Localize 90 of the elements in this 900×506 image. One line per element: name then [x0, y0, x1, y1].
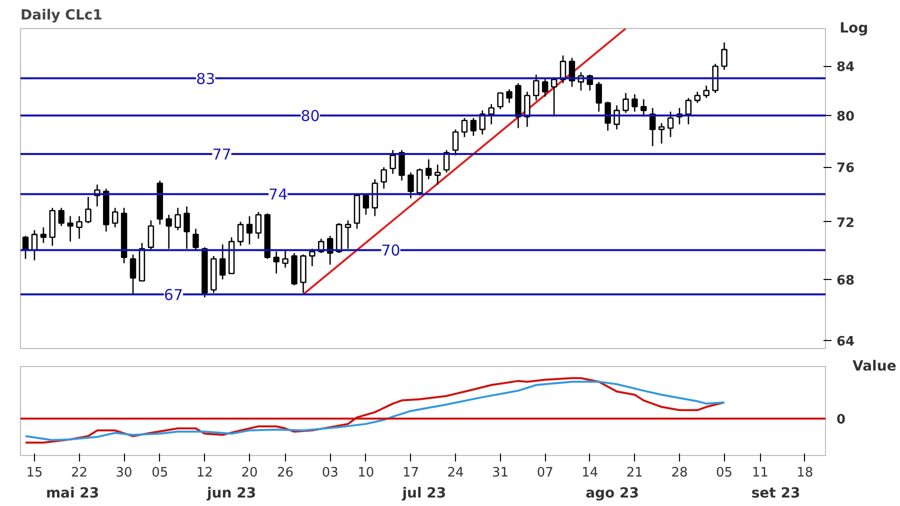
- y-tick-label: 64: [836, 334, 855, 350]
- candlestick: [470, 117, 477, 136]
- candlestick: [309, 248, 316, 267]
- x-tick-label: 31: [492, 466, 509, 480]
- candlestick: [426, 158, 432, 180]
- candlestick: [667, 111, 674, 138]
- y-tick-label: 84: [836, 60, 855, 76]
- candlestick: [524, 91, 530, 128]
- candlestick: [219, 244, 226, 280]
- y-axis-title: Log: [840, 20, 868, 36]
- text: set 23: [751, 486, 800, 502]
- x-tick-label: 07: [536, 466, 554, 480]
- y-tick-label: 80: [836, 109, 855, 124]
- candlestick: [362, 193, 370, 216]
- candlestick: [622, 92, 629, 114]
- candlestick: [130, 254, 136, 296]
- candlestick: [408, 172, 414, 199]
- x-tick-label: 03: [322, 466, 338, 480]
- x-tick-label: 17: [402, 466, 420, 480]
- candlestick: [344, 220, 352, 250]
- candlestick: [685, 97, 692, 125]
- x-tick-label: 21: [626, 466, 643, 480]
- candlestick: [148, 220, 154, 251]
- x-tick-label: 26: [277, 466, 294, 480]
- x-tick-label: 12: [196, 466, 213, 480]
- candlestick: [614, 104, 620, 130]
- candlestick: [596, 81, 602, 112]
- text: ago 23: [586, 486, 640, 502]
- candlestick: [246, 216, 253, 246]
- y-tick-label: 68: [836, 273, 855, 288]
- x-tick-label: 30: [116, 466, 132, 480]
- candlestick: [434, 164, 441, 186]
- x-tick-label: 24: [447, 466, 464, 480]
- candlestick: [390, 149, 396, 175]
- candlestick: [380, 166, 387, 190]
- candlestick: [184, 206, 190, 250]
- x-tick-label: 05: [716, 466, 733, 480]
- ref-line-label: 0: [836, 412, 846, 428]
- candlestick: [174, 207, 181, 231]
- y-tick-label: 72: [836, 216, 855, 231]
- ref-line-label: 74: [268, 186, 288, 204]
- y-tick-label: 76: [836, 161, 855, 176]
- candlestick: [398, 149, 405, 182]
- x-tick-label: 18: [796, 466, 814, 480]
- x-tick-label: 22: [70, 466, 88, 480]
- ref-line-label: 83: [196, 70, 216, 88]
- x-tick-label: 10: [358, 466, 374, 480]
- candlestick: [112, 207, 118, 228]
- ref-line-label: 80: [300, 106, 320, 125]
- candlestick: [488, 104, 494, 125]
- candlestick: [85, 196, 92, 224]
- ref-line-label: 70: [381, 242, 400, 260]
- y-axis-title: Value: [852, 358, 896, 374]
- text: jul 23: [401, 486, 446, 502]
- x-tick-label: 20: [241, 466, 258, 480]
- candlestick: [192, 228, 199, 251]
- x-tick-label: 05: [152, 466, 168, 480]
- candlestick: [542, 78, 548, 98]
- x-tick-label: 28: [671, 466, 688, 480]
- ref-line-label: 77: [212, 146, 232, 164]
- candlestick: [282, 250, 288, 268]
- candlestick: [40, 226, 47, 244]
- candlestick: [58, 207, 64, 227]
- candlestick: [452, 128, 459, 156]
- candlestick: [640, 98, 647, 118]
- candlestick: [237, 221, 244, 247]
- candlestick: [658, 122, 665, 144]
- x-tick-label: 11: [752, 466, 768, 480]
- x-tick-label: 14: [582, 466, 598, 480]
- candlestick: [721, 42, 728, 70]
- candlestick: [506, 88, 512, 104]
- chart-title: Daily CLc1: [20, 8, 102, 24]
- candlestick: [67, 216, 74, 242]
- candlestick: [533, 74, 540, 102]
- candlestick: [76, 216, 82, 240]
- x-tick-label: 15: [26, 466, 43, 480]
- candlestick: [273, 250, 280, 274]
- candlestick: [416, 168, 423, 196]
- text: mai 23: [46, 486, 100, 502]
- candlestick: [461, 117, 468, 138]
- candlestick: [550, 78, 558, 118]
- candlestick: [255, 211, 262, 240]
- candlestick: [703, 84, 710, 99]
- candlestick: [632, 94, 638, 112]
- candlestick: [694, 91, 701, 104]
- text: jun 23: [206, 486, 256, 502]
- candlestick: [497, 92, 504, 110]
- candlestick: [604, 101, 611, 132]
- candlestick: [166, 214, 172, 250]
- ref-line-label: 67: [164, 286, 183, 304]
